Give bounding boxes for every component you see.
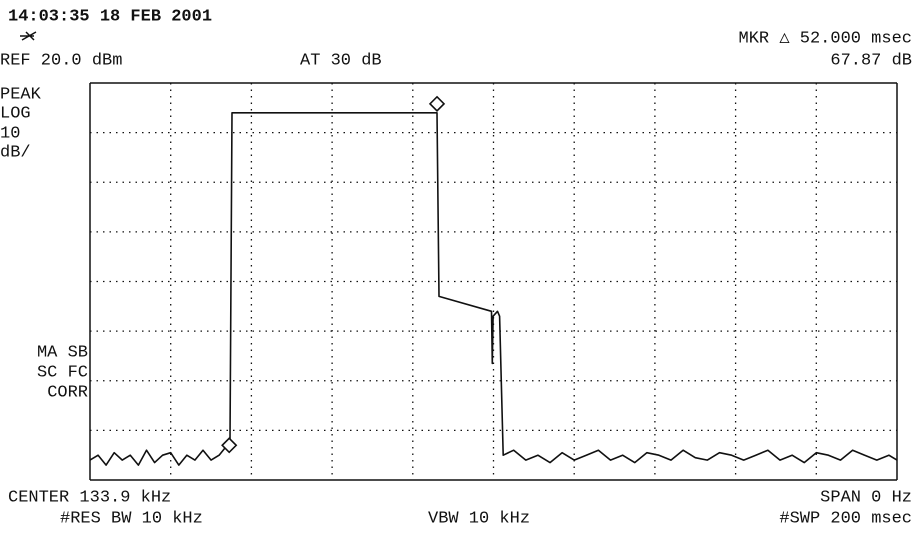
- sweep: #SWP 200 msec: [779, 509, 912, 528]
- marker-delta: MKR △ 52.000 msec: [739, 29, 912, 48]
- marker: [221, 437, 238, 454]
- status: CORR: [47, 383, 88, 402]
- scale-info: PEAK: [0, 85, 42, 104]
- reference: REF 20.0 dBm: [0, 51, 122, 70]
- marker-level: 67.87 dB: [830, 51, 912, 70]
- scale-info: 10: [0, 124, 20, 143]
- marker: [428, 95, 446, 112]
- status: SC FC: [37, 363, 88, 382]
- logo: [20, 31, 37, 41]
- trace: [89, 112, 898, 466]
- attenuation: AT 30 dB: [300, 51, 382, 70]
- span: SPAN 0 Hz: [820, 488, 912, 507]
- status: MA SB: [37, 343, 88, 362]
- scale-info: dB/: [0, 143, 31, 162]
- vbw: VBW 10 kHz: [428, 509, 530, 528]
- datetime: 14:03:35 18 FEB 2001: [8, 7, 212, 26]
- center: CENTER 133.9 kHz: [8, 488, 171, 507]
- scale-info: LOG: [0, 104, 31, 123]
- res-bw: #RES BW 10 kHz: [60, 509, 203, 528]
